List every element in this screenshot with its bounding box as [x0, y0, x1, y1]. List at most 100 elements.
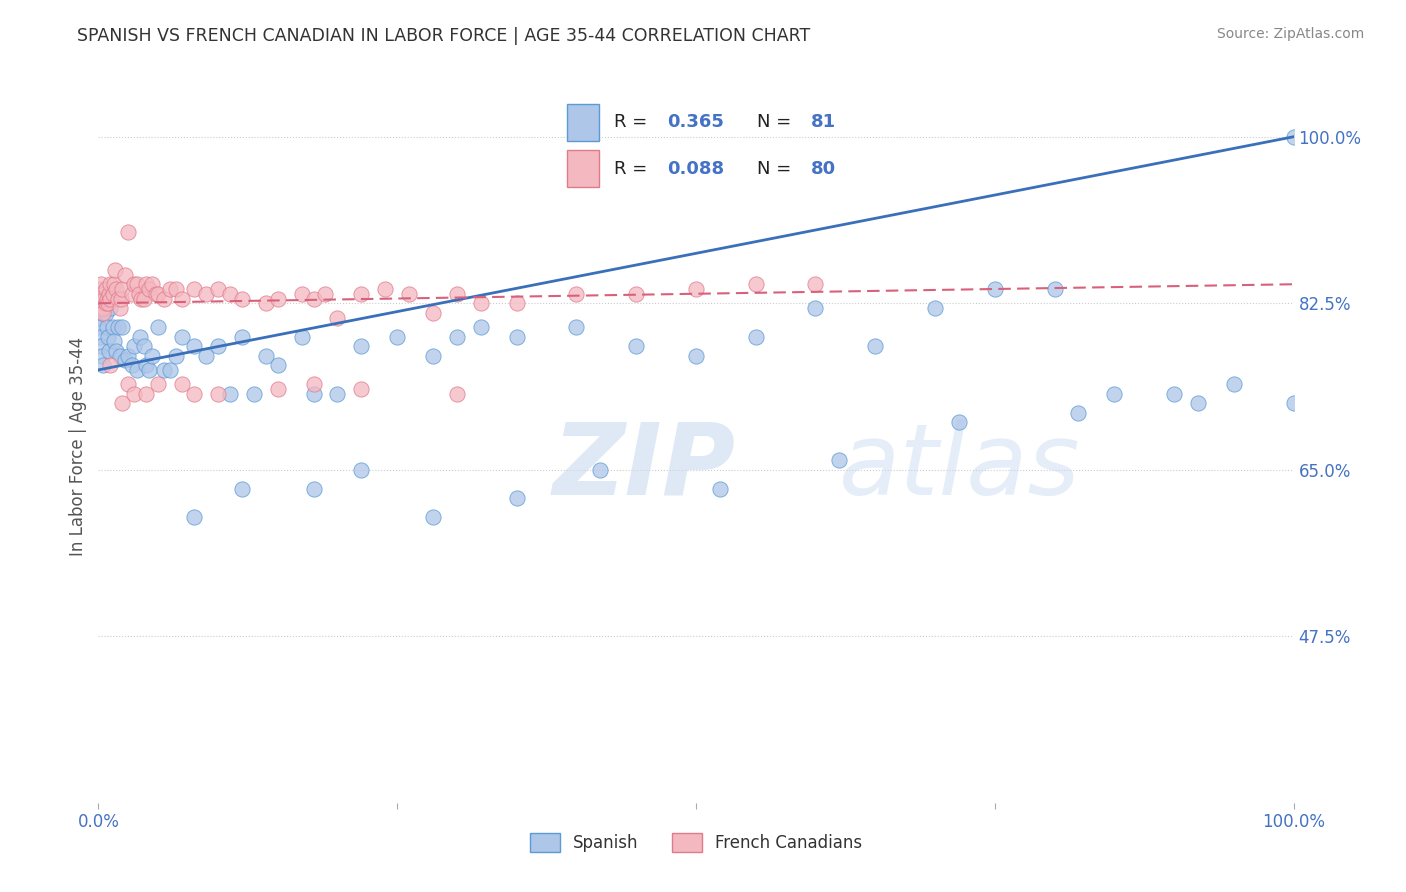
- Point: [207, 386, 229, 401]
- Point: [91, 306, 114, 320]
- Point: [148, 377, 170, 392]
- Point: [90, 277, 112, 292]
- Point: [98, 301, 122, 315]
- Point: [124, 277, 146, 292]
- Point: [114, 353, 136, 368]
- Point: [132, 292, 155, 306]
- Point: [219, 286, 242, 301]
- Point: [138, 282, 160, 296]
- Point: [91, 301, 114, 315]
- Point: [110, 292, 132, 306]
- Point: [97, 296, 120, 310]
- Point: [948, 415, 970, 429]
- Point: [446, 286, 468, 301]
- Point: [135, 358, 157, 372]
- Point: [91, 306, 114, 320]
- Point: [506, 296, 529, 310]
- Point: [124, 386, 146, 401]
- Point: [254, 349, 277, 363]
- Point: [1104, 386, 1126, 401]
- Point: [291, 286, 314, 301]
- Point: [231, 292, 253, 306]
- Point: [195, 286, 218, 301]
- Legend: Spanish, French Canadians: Spanish, French Canadians: [523, 826, 869, 859]
- Point: [98, 286, 121, 301]
- Point: [326, 386, 349, 401]
- Point: [422, 306, 444, 320]
- Point: [1223, 377, 1246, 392]
- Point: [138, 363, 160, 377]
- Point: [91, 286, 114, 301]
- Point: [159, 282, 181, 296]
- Point: [924, 301, 946, 315]
- Point: [87, 292, 110, 306]
- Point: [98, 292, 122, 306]
- Point: [302, 482, 325, 496]
- Point: [254, 296, 277, 310]
- Point: [183, 386, 205, 401]
- Point: [385, 329, 409, 343]
- Point: [114, 268, 136, 282]
- Point: [117, 349, 139, 363]
- Point: [183, 510, 205, 524]
- Point: [745, 329, 768, 343]
- Point: [91, 358, 114, 372]
- Point: [326, 310, 349, 325]
- Point: [101, 320, 124, 334]
- Point: [1187, 396, 1209, 410]
- Text: ZIP: ZIP: [553, 419, 735, 516]
- Point: [153, 363, 176, 377]
- Point: [565, 320, 588, 334]
- Point: [302, 377, 325, 392]
- Point: [984, 282, 1007, 296]
- Point: [626, 339, 648, 353]
- Point: [165, 349, 187, 363]
- Point: [446, 329, 468, 343]
- Point: [745, 277, 768, 292]
- Point: [117, 377, 139, 392]
- Point: [90, 339, 112, 353]
- Point: [111, 396, 134, 410]
- Point: [315, 286, 337, 301]
- Point: [165, 282, 187, 296]
- Point: [1043, 282, 1066, 296]
- Point: [350, 339, 373, 353]
- Point: [89, 282, 111, 296]
- Y-axis label: In Labor Force | Age 35-44: In Labor Force | Age 35-44: [69, 336, 87, 556]
- Point: [93, 301, 115, 315]
- Point: [207, 282, 229, 296]
- Point: [90, 292, 112, 306]
- Point: [828, 453, 851, 467]
- Point: [89, 301, 111, 315]
- Point: [709, 482, 731, 496]
- Point: [398, 286, 420, 301]
- Point: [183, 282, 205, 296]
- Point: [243, 386, 266, 401]
- Point: [422, 510, 444, 524]
- Point: [685, 349, 707, 363]
- Point: [108, 301, 131, 315]
- Point: [172, 329, 194, 343]
- Text: SPANISH VS FRENCH CANADIAN IN LABOR FORCE | AGE 35-44 CORRELATION CHART: SPANISH VS FRENCH CANADIAN IN LABOR FORC…: [77, 27, 811, 45]
- Point: [105, 343, 128, 358]
- Point: [148, 320, 170, 334]
- Point: [804, 277, 827, 292]
- Point: [132, 339, 155, 353]
- Point: [302, 292, 325, 306]
- Point: [804, 301, 827, 315]
- Point: [219, 386, 242, 401]
- Point: [121, 286, 143, 301]
- Point: [231, 329, 253, 343]
- Text: atlas: atlas: [839, 419, 1081, 516]
- Point: [135, 277, 157, 292]
- Point: [446, 386, 468, 401]
- Point: [90, 292, 112, 306]
- Point: [1067, 406, 1090, 420]
- Text: Source: ZipAtlas.com: Source: ZipAtlas.com: [1216, 27, 1364, 41]
- Point: [865, 339, 887, 353]
- Point: [172, 292, 194, 306]
- Point: [1163, 386, 1185, 401]
- Point: [183, 339, 205, 353]
- Point: [350, 382, 373, 396]
- Point: [267, 292, 290, 306]
